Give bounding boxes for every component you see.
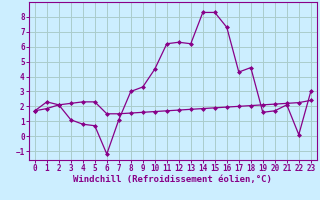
X-axis label: Windchill (Refroidissement éolien,°C): Windchill (Refroidissement éolien,°C) — [73, 175, 272, 184]
